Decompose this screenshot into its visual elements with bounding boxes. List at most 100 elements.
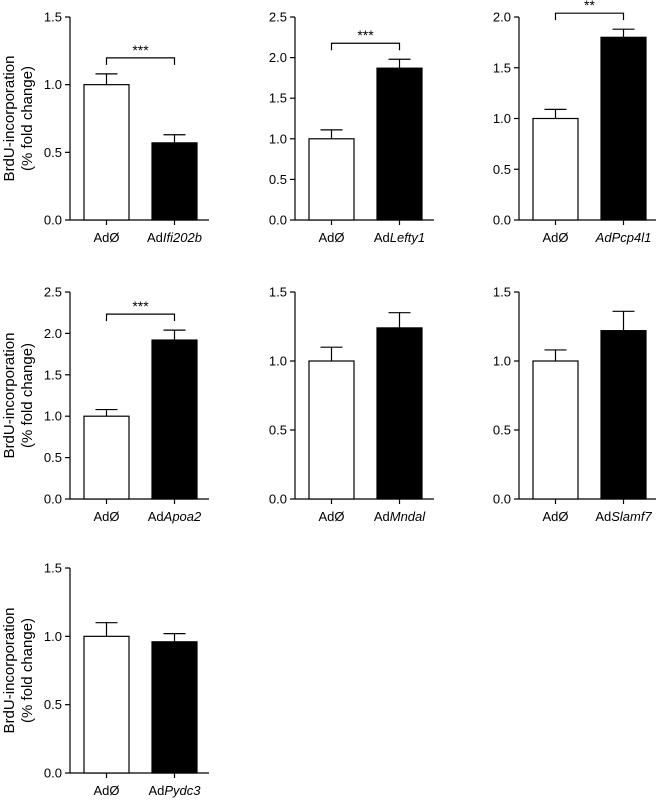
y-tick-label: 1.0 [44, 409, 62, 424]
x-label-prefix: Ad [374, 509, 390, 524]
x-label-gene: Mndal [390, 509, 427, 524]
x-tick-label: AdØ [93, 230, 119, 245]
y-tick-label: 1.5 [44, 367, 62, 382]
x-tick-label: AdSlamf7 [595, 509, 652, 524]
y-tick-label: 2.0 [269, 50, 287, 65]
y-axis-title-line2: (% fold change) [19, 618, 36, 723]
y-tick-label: 0.0 [44, 492, 62, 507]
significance-bracket [105, 57, 176, 65]
x-tick-label: AdIfi202b [147, 230, 202, 245]
y-tick-label: 2.0 [493, 10, 511, 25]
x-label-gene: AdPcp4l1 [595, 230, 652, 245]
x-label-prefix: AdØ [93, 783, 119, 798]
y-tick-label: 0.0 [269, 492, 287, 507]
x-tick-label: AdØ [318, 509, 344, 524]
y-tick-label: 1.0 [493, 354, 511, 369]
y-tick-label: 0.5 [269, 172, 287, 187]
bar [376, 67, 423, 221]
x-tick-label: AdØ [93, 509, 119, 524]
y-tick-label: 0.5 [493, 423, 511, 438]
y-tick-label: 2.0 [44, 326, 62, 341]
y-tick-label: 1.0 [269, 354, 287, 369]
x-tick-label: AdLefty1 [374, 230, 425, 245]
chart-panel-6: 0.0 0.5 1.0 1.5 AdØ AdSlamf7 [493, 285, 656, 524]
x-label-prefix: Ad [147, 230, 163, 245]
y-tick-label: 1.5 [493, 285, 511, 300]
significance-label: *** [357, 27, 374, 43]
x-label-gene: Slamf7 [611, 509, 652, 524]
significance-label: *** [132, 298, 149, 314]
bar [532, 117, 579, 221]
x-tick-label: AdØ [542, 509, 568, 524]
y-tick-label: 0.5 [44, 697, 62, 712]
y-axis-title: BrdU-incorporation(% fold change) [1, 333, 36, 459]
chart-panel-2: 0.0 0.5 1.0 1.5 2.0 2.5 AdØ AdLefty1 *** [269, 10, 434, 245]
y-tick-label: 1.5 [269, 285, 287, 300]
x-tick-label: AdPcp4l1 [595, 230, 652, 245]
chart-panel-3: 0.0 0.5 1.0 1.5 2.0 AdØ AdPcp4l1 ** [493, 0, 656, 245]
x-label-prefix: AdØ [93, 230, 119, 245]
x-tick-label: AdApoa2 [148, 509, 202, 524]
y-tick-label: 0.0 [493, 213, 511, 228]
x-tick-label: AdØ [93, 783, 119, 798]
y-tick-label: 1.5 [269, 91, 287, 106]
bar [151, 339, 198, 500]
x-label-prefix: AdØ [542, 230, 568, 245]
y-tick-label: 0.0 [269, 213, 287, 228]
significance-bracket [105, 313, 176, 322]
y-tick-label: 1.0 [493, 111, 511, 126]
y-axis-title-line2: (% fold change) [19, 66, 36, 171]
bar [600, 330, 647, 500]
y-axis-title-line1: BrdU-incorporation [1, 333, 18, 459]
y-tick-label: 1.5 [493, 60, 511, 75]
x-tick-label: AdMndal [374, 509, 426, 524]
y-tick-label: 0.5 [44, 145, 62, 160]
y-axis-title-line1: BrdU-incorporation [1, 56, 18, 182]
y-tick-label: 0.0 [44, 213, 62, 228]
bar [376, 327, 423, 500]
significance-bracket [554, 12, 625, 21]
bar [308, 360, 355, 500]
x-tick-label: AdØ [542, 230, 568, 245]
x-label-gene: Pydc3 [164, 783, 201, 798]
x-label-prefix: Ad [148, 509, 164, 524]
chart-panel-4: 0.0 0.5 1.0 1.5 2.0 2.5 AdØ AdApoa2 *** BrdU-inco… [1, 285, 209, 524]
x-label-prefix: AdØ [93, 509, 119, 524]
x-tick-label: AdØ [318, 230, 344, 245]
y-tick-label: 1.5 [44, 10, 62, 25]
y-tick-label: 1.5 [44, 561, 62, 576]
y-tick-label: 2.5 [269, 10, 287, 25]
y-tick-label: 1.0 [269, 131, 287, 146]
chart-panel-7: 0.0 0.5 1.0 1.5 AdØ AdPydc3 BrdU-incorporation… [1, 561, 209, 798]
x-label-prefix: Ad [595, 509, 611, 524]
bar [532, 360, 579, 500]
bar [308, 138, 355, 221]
bar [151, 142, 198, 221]
x-label-prefix: AdØ [318, 230, 344, 245]
significance-label: *** [132, 42, 149, 58]
significance-label: ** [584, 0, 595, 13]
x-label-prefix: Ad [374, 230, 390, 245]
x-label-prefix: AdØ [318, 509, 344, 524]
y-tick-label: 1.0 [44, 629, 62, 644]
chart-panel-5: 0.0 0.5 1.0 1.5 AdØ AdMndal [269, 285, 434, 524]
x-label-prefix: AdØ [542, 509, 568, 524]
y-tick-label: 0.0 [44, 766, 62, 781]
y-axis-title: BrdU-incorporation(% fold change) [1, 608, 36, 734]
y-tick-label: 0.5 [493, 162, 511, 177]
x-label-prefix: Ad [148, 783, 164, 798]
bar [83, 84, 130, 221]
y-axis-title: BrdU-incorporation(% fold change) [1, 56, 36, 182]
bar [83, 635, 130, 774]
x-label-gene: Apoa2 [163, 509, 202, 524]
bar [83, 415, 130, 500]
y-tick-label: 0.5 [44, 450, 62, 465]
significance-bracket [330, 42, 401, 51]
x-tick-label: AdPydc3 [148, 783, 201, 798]
y-tick-label: 0.5 [269, 423, 287, 438]
chart-panel-1: 0.0 0.5 1.0 1.5 AdØ AdIfi202b *** BrdU-incorpor… [1, 10, 209, 245]
y-tick-label: 0.0 [493, 492, 511, 507]
x-label-gene: Ifi202b [163, 230, 202, 245]
y-tick-label: 1.0 [44, 77, 62, 92]
